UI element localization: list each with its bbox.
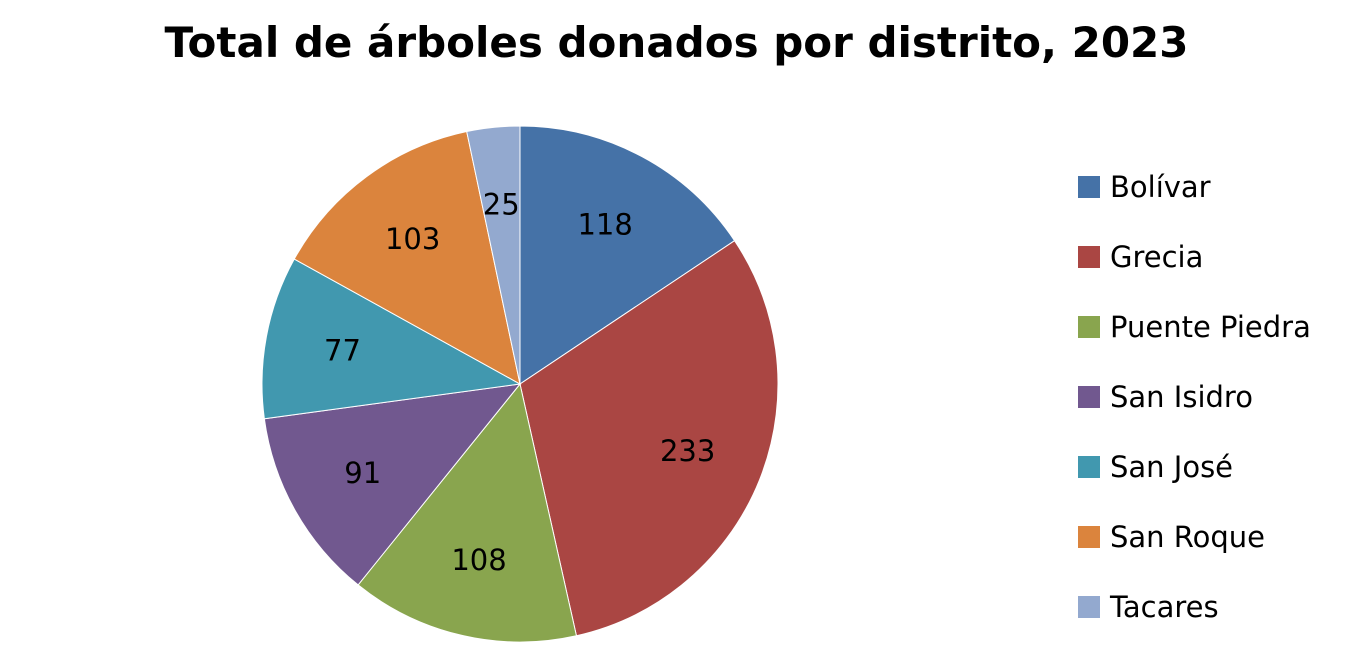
legend-swatch [1078,386,1100,408]
legend-swatch [1078,246,1100,268]
legend-label: San José [1110,450,1234,484]
legend-swatch [1078,316,1100,338]
data-label-san-roque: 103 [385,222,440,256]
pie-slice-san-isidro [263,383,522,586]
legend-swatch [1078,456,1100,478]
legend-item-san-isidro: San Isidro [1078,362,1311,432]
legend-label: Tacares [1110,590,1219,624]
pie-slice-bolivar [519,125,736,385]
data-label-tacares: 25 [483,187,520,221]
chart-title: Total de árboles donados por distrito, 2… [164,18,1189,67]
legend-swatch [1078,596,1100,618]
pie-slice-san-jose [261,258,522,420]
data-label-bolivar: 118 [577,208,632,242]
data-label-san-jose: 77 [324,334,361,368]
pie-slice-san-roque [293,130,521,385]
legend-label: San Roque [1110,520,1265,554]
legend-label: Bolívar [1110,170,1211,204]
pie-slices [261,125,779,643]
legend-label: Grecia [1110,240,1204,274]
legend-item-san-jose: San José [1078,432,1311,502]
legend-item-bolivar: Bolívar [1078,152,1311,222]
data-label-puente-piedra: 108 [451,543,506,577]
legend-item-san-roque: San Roque [1078,502,1311,572]
data-label-san-isidro: 91 [344,456,381,490]
legend-swatch [1078,526,1100,548]
legend-swatch [1078,176,1100,198]
legend-label: San Isidro [1110,380,1253,414]
legend-label: Puente Piedra [1110,310,1311,344]
pie-slice-grecia [519,240,779,637]
data-label-grecia: 233 [660,434,715,468]
pie-data-labels: 118 233 108 91 77 103 25 [324,187,715,577]
legend-item-tacares: Tacares [1078,572,1311,642]
pie-slice-puente-piedra [357,382,578,643]
legend: Bolívar Grecia Puente Piedra San Isidro San … [1078,152,1311,642]
pie-slice-tacares [466,125,521,385]
legend-item-grecia: Grecia [1078,222,1311,292]
legend-item-puente-piedra: Puente Piedra [1078,292,1311,362]
